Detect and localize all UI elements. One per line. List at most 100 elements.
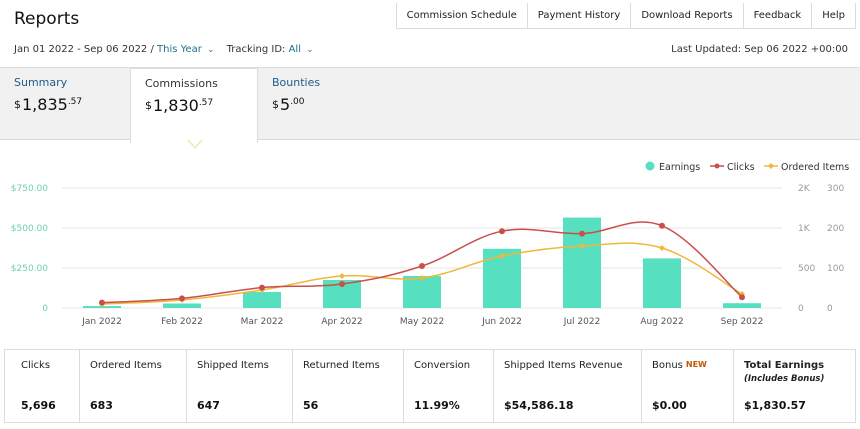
tab-commissions-label: Commissions <box>145 77 218 90</box>
tab-bounties-label: Bounties <box>272 76 321 89</box>
clicks-point <box>259 284 265 291</box>
x-axis-label: Apr 2022 <box>321 317 362 327</box>
commission-schedule-link[interactable]: Commission Schedule <box>406 10 517 21</box>
date-range-text: Jan 01 2022 - Sep 06 2022 / <box>14 44 154 55</box>
period-link[interactable]: This Year <box>157 44 202 55</box>
legend-earnings-marker <box>645 161 655 171</box>
top-nav: Commission Schedule Payment History Down… <box>395 3 856 29</box>
earnings-axis-tick: $250.00 <box>11 264 48 274</box>
stat-returned-value: 56 <box>303 399 319 412</box>
ordered-items-point <box>499 253 505 259</box>
chevron-down-icon: ⌄ <box>207 45 215 55</box>
earnings-axis-tick: 0 <box>42 304 48 314</box>
stat-conversion-label: Conversion <box>414 360 471 371</box>
stat-bonus-value: $0.00 <box>652 399 687 412</box>
ordered-axis-tick: 200 <box>827 224 844 234</box>
earnings-bar <box>163 303 201 308</box>
chart-svg: Earnings Clicks Ordered Items 0 0 0 $250.00 50… <box>11 161 849 327</box>
tab-summary[interactable]: Summary $1,835.57 <box>0 68 130 140</box>
stat-total-value: $1,830.57 <box>744 399 806 412</box>
x-axis-label: Jun 2022 <box>481 317 522 327</box>
earnings-chart: Earnings Clicks Ordered Items 0 0 0 $250.00 50… <box>0 150 860 340</box>
download-reports-link[interactable]: Download Reports <box>630 3 742 28</box>
stat-total-earnings: Total Earnings (Includes Bonus) $1,830.5… <box>733 350 855 422</box>
ordered-axis-tick: 0 <box>827 304 833 314</box>
stat-shipped-value: 647 <box>197 399 220 412</box>
clicks-point <box>419 263 425 269</box>
earnings-bar <box>83 306 121 308</box>
new-badge: NEW <box>685 360 707 369</box>
tab-commissions-value: $1,830.57 <box>145 96 214 115</box>
x-axis-label: Aug 2022 <box>640 317 683 327</box>
ordered-axis-tick: 300 <box>827 184 844 194</box>
stat-clicks-value: 5,696 <box>21 399 56 412</box>
tab-bounties[interactable]: Bounties $5.00 <box>258 68 378 140</box>
clicks-axis-tick: 0 <box>798 304 804 314</box>
legend-clicks-label: Clicks <box>727 162 755 173</box>
earnings-bar <box>243 292 281 308</box>
stat-bonus: Bonus NEW $0.00 <box>641 350 733 422</box>
x-axis-label: Jul 2022 <box>563 317 601 327</box>
clicks-point <box>739 294 745 301</box>
earnings-bars <box>83 217 761 308</box>
x-axis-label: Mar 2022 <box>241 317 284 327</box>
clicks-line <box>101 221 743 304</box>
help-link[interactable]: Help <box>811 3 855 28</box>
ordered-items-point <box>659 245 665 251</box>
legend-earnings-label: Earnings <box>659 162 700 173</box>
payment-history-link[interactable]: Payment History <box>526 3 631 28</box>
stat-total-sub: (Includes Bonus) <box>744 374 825 384</box>
ordered-items-point <box>339 273 345 279</box>
stat-revenue-value: $54,586.18 <box>504 399 574 412</box>
legend-ordered-marker <box>768 163 774 169</box>
legend-clicks-marker <box>714 163 720 169</box>
tracking-id-filter[interactable]: Tracking ID: All ⌄ <box>227 44 314 55</box>
summary-tabs: Summary $1,835.57 Commissions $1,830.57 … <box>0 68 860 143</box>
filter-bar: Jan 01 2022 - Sep 06 2022 / This Year ⌄ … <box>14 44 314 55</box>
feedback-link[interactable]: Feedback <box>742 3 812 28</box>
stat-clicks: Clicks 5,696 <box>5 350 79 422</box>
earnings-bar <box>723 303 761 308</box>
stat-bonus-label: Bonus NEW <box>652 360 707 371</box>
earnings-axis-tick: $750.00 <box>11 184 48 194</box>
report-header: Reports Commission Schedule Payment Hist… <box>0 0 860 68</box>
stat-ordered-label: Ordered Items <box>90 360 162 371</box>
stat-ordered-value: 683 <box>90 399 113 412</box>
x-axis-label: Feb 2022 <box>161 317 203 327</box>
tracking-label: Tracking ID: <box>226 44 286 55</box>
clicks-point <box>499 228 505 235</box>
clicks-point <box>339 281 345 287</box>
tracking-value[interactable]: All <box>288 44 301 55</box>
earnings-bar <box>403 276 441 308</box>
chevron-down-icon: ⌄ <box>306 45 314 55</box>
x-axis-labels: Jan 2022 Feb 2022 Mar 2022 Apr 2022 May 2022… <box>81 317 763 327</box>
stat-shipped-items: Shipped Items 647 <box>186 350 292 422</box>
ordered-axis-tick: 100 <box>827 264 844 274</box>
stat-ordered-items: Ordered Items 683 <box>79 350 186 422</box>
stat-returned-items: Returned Items 56 <box>292 350 403 422</box>
tab-summary-value: $1,835.57 <box>14 95 83 114</box>
clicks-point <box>99 299 105 306</box>
stat-total-label: Total Earnings <box>744 360 825 371</box>
chart-legend: Earnings Clicks Ordered Items <box>645 161 849 173</box>
tab-bounties-value: $5.00 <box>272 95 305 114</box>
chart-axes: 0 0 0 $250.00 500 100 $500.00 1K 200 $750.00 2K 300 <box>11 184 845 314</box>
clicks-axis-tick: 2K <box>798 184 811 194</box>
legend-ordered-label: Ordered Items <box>781 162 849 173</box>
stat-conversion: Conversion 11.99% <box>403 350 493 422</box>
active-tab-pointer-inner <box>189 140 201 147</box>
x-axis-label: Jan 2022 <box>81 317 122 327</box>
ordered-items-point <box>419 275 425 281</box>
stat-shipped-label: Shipped Items <box>197 360 269 371</box>
stats-row: Clicks 5,696 Ordered Items 683 Shipped I… <box>4 349 856 423</box>
tab-summary-label: Summary <box>14 76 68 89</box>
clicks-point <box>579 230 585 237</box>
x-axis-label: May 2022 <box>400 317 444 327</box>
stat-revenue-label: Shipped Items Revenue <box>504 360 623 371</box>
clicks-axis-tick: 1K <box>798 224 811 234</box>
tab-commissions[interactable]: Commissions $1,830.57 <box>130 68 258 143</box>
stat-conversion-value: 11.99% <box>414 399 460 412</box>
x-axis-label: Sep 2022 <box>721 317 764 327</box>
date-range-filter[interactable]: Jan 01 2022 - Sep 06 2022 / This Year ⌄ <box>14 44 215 55</box>
ordered-items-point <box>579 243 585 249</box>
